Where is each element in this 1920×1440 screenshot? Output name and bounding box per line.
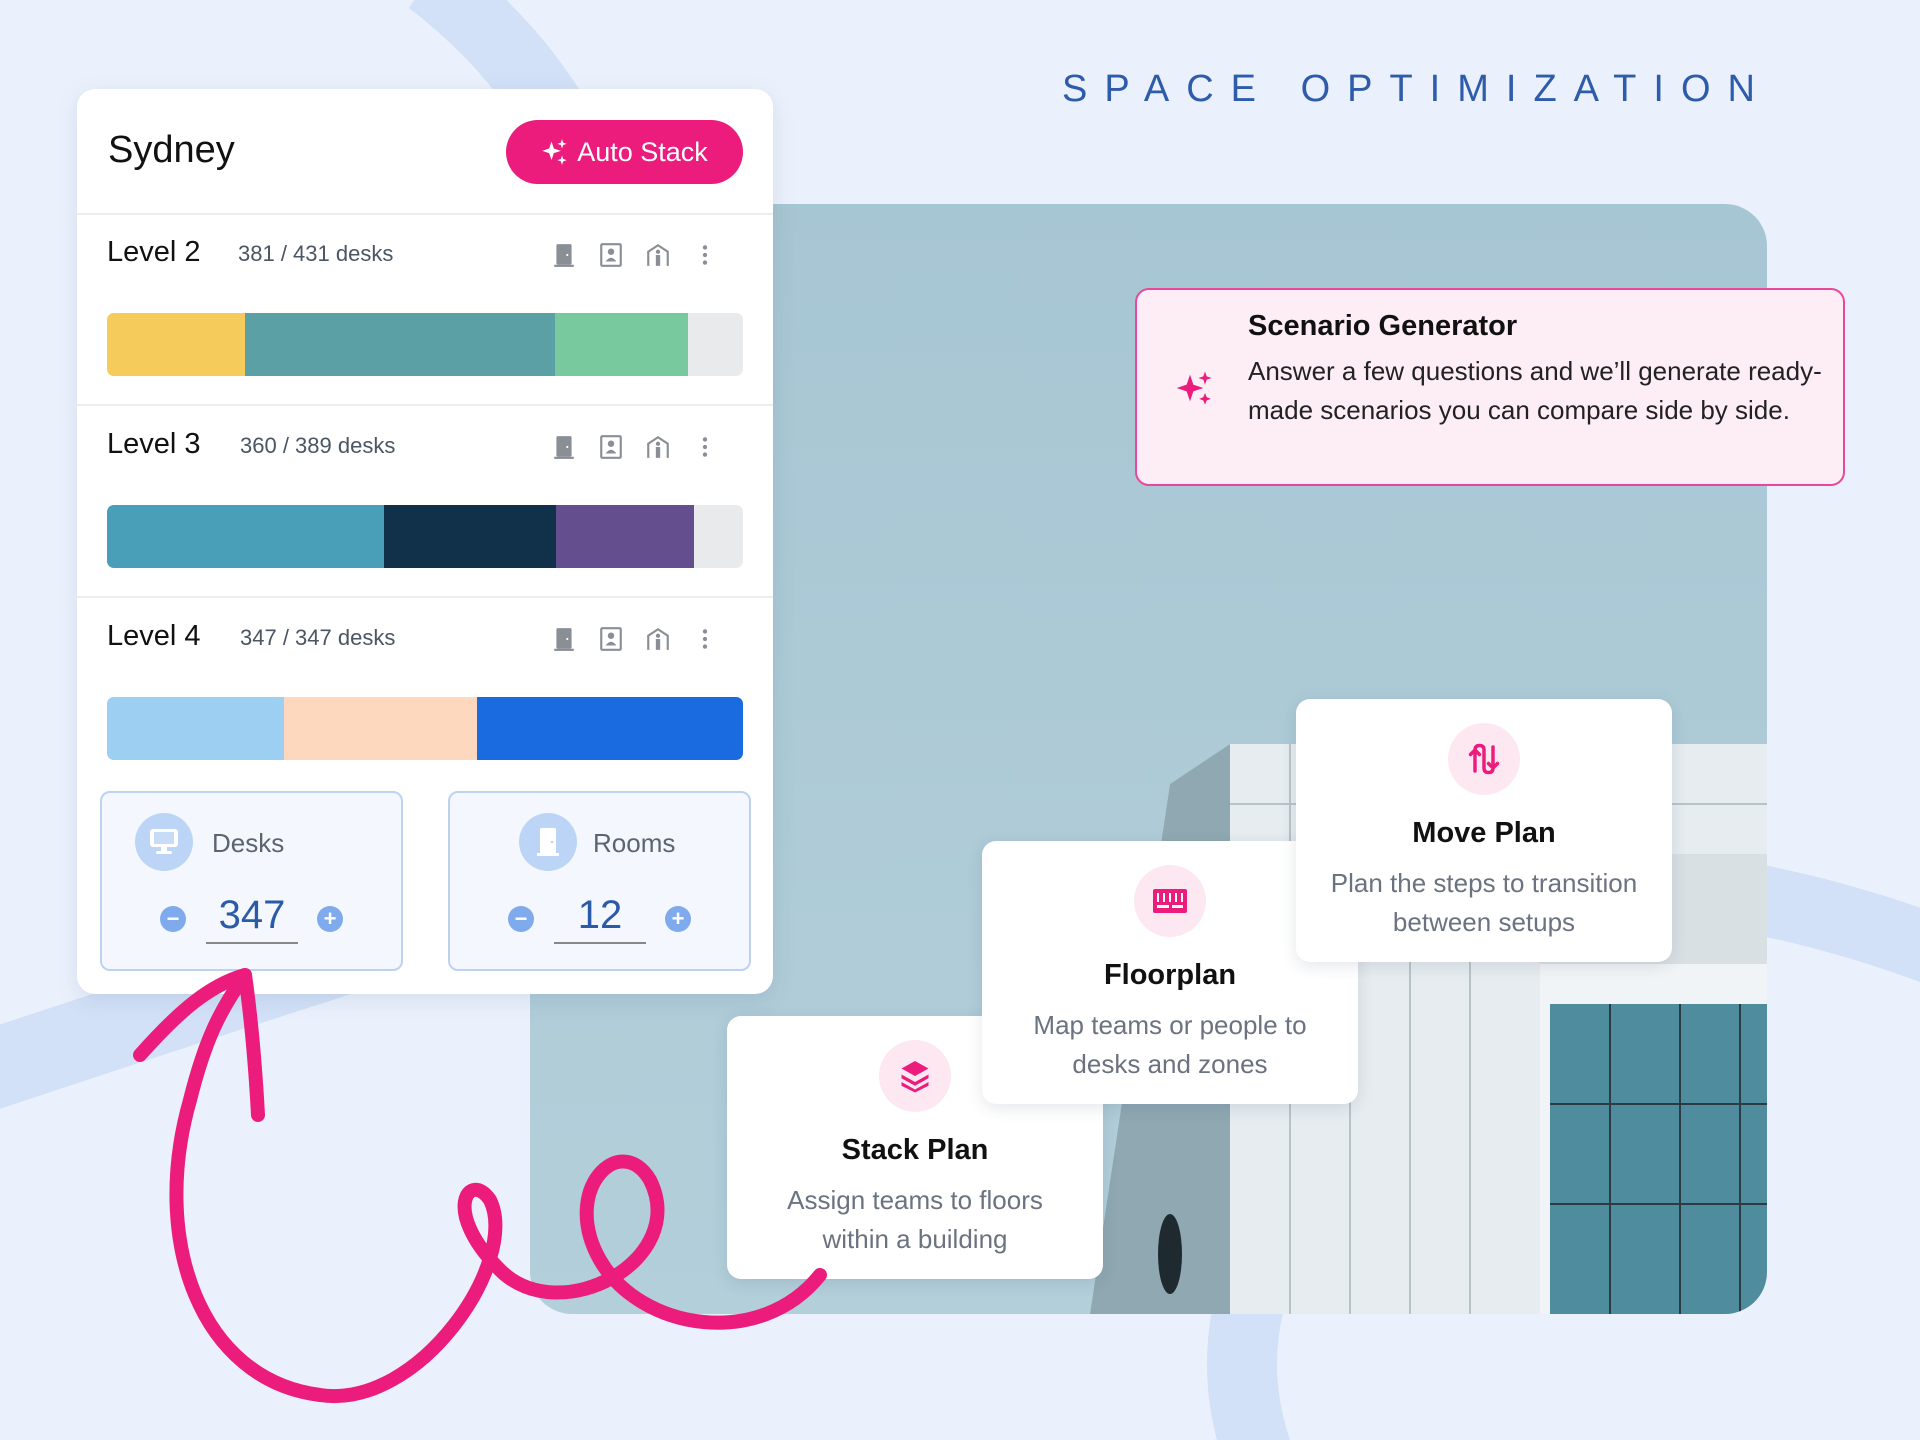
level-desk-count: 347 / 347 desks [240, 625, 396, 650]
divider [77, 596, 773, 598]
more-vertical-icon[interactable] [692, 626, 718, 652]
door-icon[interactable] [551, 242, 577, 268]
allocation-segment[interactable] [476, 697, 743, 760]
feature-desc: Plan the steps to transition between set… [1330, 868, 1638, 937]
level-name: Level 2 [107, 236, 201, 268]
swap-arrows-icon [1468, 743, 1500, 775]
level-allocation-bar[interactable] [107, 313, 743, 376]
building-panel: Sydney Auto Stack Level 2 381 / 431 desks… [77, 89, 773, 994]
divider [77, 213, 773, 215]
rooms-label: Rooms [593, 828, 676, 858]
level-name: Level 4 [107, 620, 201, 652]
sparkle-icon [542, 139, 567, 165]
desks-stepper-card: Desks − 347 + [100, 791, 403, 971]
person-home-icon[interactable] [645, 626, 671, 652]
door-icon[interactable] [551, 626, 577, 652]
person-badge-icon[interactable] [598, 242, 624, 268]
person-badge-icon[interactable] [598, 626, 624, 652]
scenario-text: Answer a few questions and we’ll generat… [1248, 356, 1822, 425]
monitor-icon [150, 829, 178, 854]
page-heading: SPACE OPTIMIZATION [1062, 68, 1772, 110]
level-allocation-bar[interactable] [107, 697, 743, 760]
person-home-icon[interactable] [645, 434, 671, 460]
monitor-icon-circle [135, 813, 193, 871]
rooms-decrement-button[interactable]: − [508, 906, 534, 932]
allocation-segment[interactable] [284, 697, 477, 760]
rooms-increment-button[interactable]: + [665, 906, 691, 932]
desks-increment-button[interactable]: + [317, 906, 343, 932]
allocation-segment[interactable] [383, 505, 556, 568]
person-badge-icon[interactable] [598, 434, 624, 460]
level-desk-count: 360 / 389 desks [240, 433, 396, 458]
building-illustration [1090, 744, 1767, 1314]
desks-count-input[interactable]: 347 [206, 893, 298, 944]
allocation-segment[interactable] [556, 505, 694, 568]
divider [77, 404, 773, 406]
building-title: Sydney [108, 129, 235, 171]
auto-stack-label: Auto Stack [577, 136, 708, 167]
feature-desc: Assign teams to floors within a building [787, 1185, 1043, 1254]
more-vertical-icon[interactable] [692, 434, 718, 460]
rooms-stepper-card: Rooms − 12 + [448, 791, 751, 971]
auto-stack-button[interactable]: Auto Stack [506, 120, 743, 184]
feature-title: Stack Plan [841, 1134, 989, 1166]
feature-card-move-plan[interactable]: Move Plan Plan the steps to transition b… [1296, 699, 1672, 962]
more-vertical-icon[interactable] [692, 242, 718, 268]
desks-label: Desks [212, 828, 285, 858]
allocation-segment[interactable] [245, 313, 556, 376]
feature-title: Floorplan [1103, 959, 1237, 991]
door-icon [537, 828, 559, 856]
feature-title: Move Plan [1412, 817, 1556, 849]
door-icon[interactable] [551, 434, 577, 460]
layers-icon [901, 1061, 929, 1093]
scenario-generator-card[interactable]: Scenario Generator Answer a few question… [1135, 288, 1845, 486]
allocation-segment[interactable] [107, 697, 285, 760]
feature-card-floorplan[interactable]: Floorplan Map teams or people to desks a… [982, 841, 1358, 1104]
allocation-segment[interactable] [107, 505, 384, 568]
scenario-title: Scenario Generator [1248, 310, 1518, 342]
floorplan-icon [1153, 889, 1187, 913]
level-allocation-bar[interactable] [107, 505, 743, 568]
rooms-count-input[interactable]: 12 [554, 893, 646, 944]
desks-decrement-button[interactable]: − [160, 906, 186, 932]
door-icon-circle [519, 813, 577, 871]
person-home-icon[interactable] [645, 242, 671, 268]
feature-desc: Map teams or people to desks and zones [1033, 1010, 1307, 1079]
level-desk-count: 381 / 431 desks [238, 241, 394, 266]
sparkle-icon [1176, 371, 1212, 405]
allocation-segment[interactable] [555, 313, 688, 376]
allocation-segment[interactable] [107, 313, 245, 376]
level-name: Level 3 [107, 428, 201, 460]
